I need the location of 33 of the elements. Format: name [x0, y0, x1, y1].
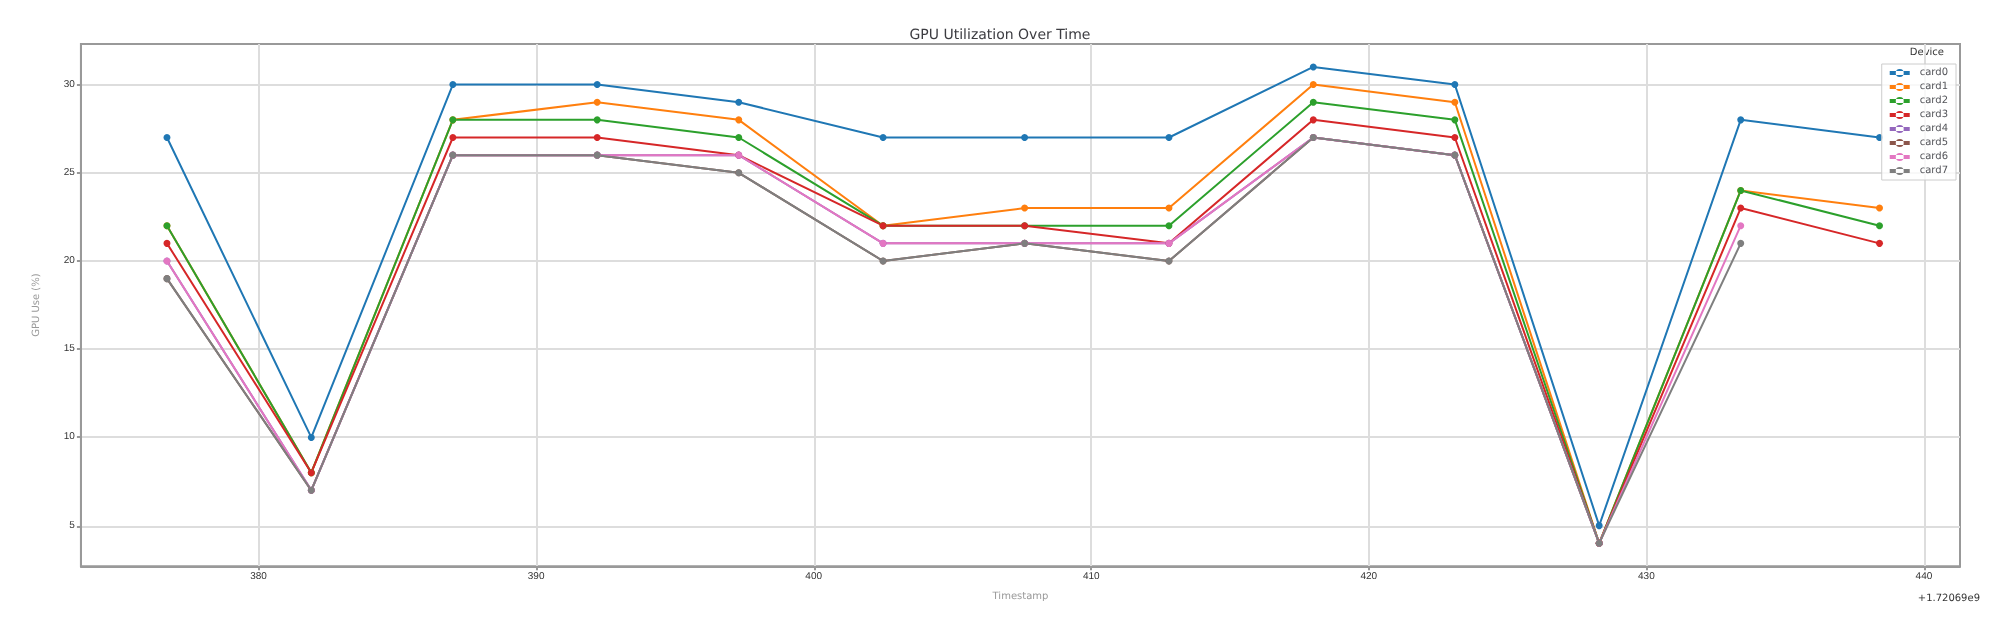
point [449, 81, 457, 89]
point [735, 116, 743, 124]
point [449, 134, 457, 141]
point [735, 98, 743, 106]
point [1876, 222, 1884, 230]
point [1876, 239, 1884, 247]
point [1451, 116, 1459, 124]
point [593, 134, 601, 141]
point [1309, 81, 1317, 89]
point [593, 81, 601, 89]
point [1451, 81, 1459, 89]
point [593, 116, 601, 124]
point [735, 134, 743, 141]
point [1737, 222, 1745, 230]
point [1021, 204, 1029, 212]
point [1737, 204, 1745, 212]
point [163, 134, 171, 141]
point [879, 134, 887, 141]
point [1595, 522, 1603, 530]
point [1309, 98, 1317, 106]
point [307, 433, 315, 441]
point [1737, 116, 1745, 124]
point [593, 98, 601, 106]
point [1309, 116, 1317, 124]
point [1021, 134, 1029, 141]
point [1737, 239, 1745, 247]
point [163, 239, 171, 247]
point [1876, 204, 1884, 212]
point [1165, 222, 1173, 230]
point [1309, 63, 1317, 71]
point [1165, 134, 1173, 141]
point [1451, 134, 1459, 141]
point [1451, 98, 1459, 106]
